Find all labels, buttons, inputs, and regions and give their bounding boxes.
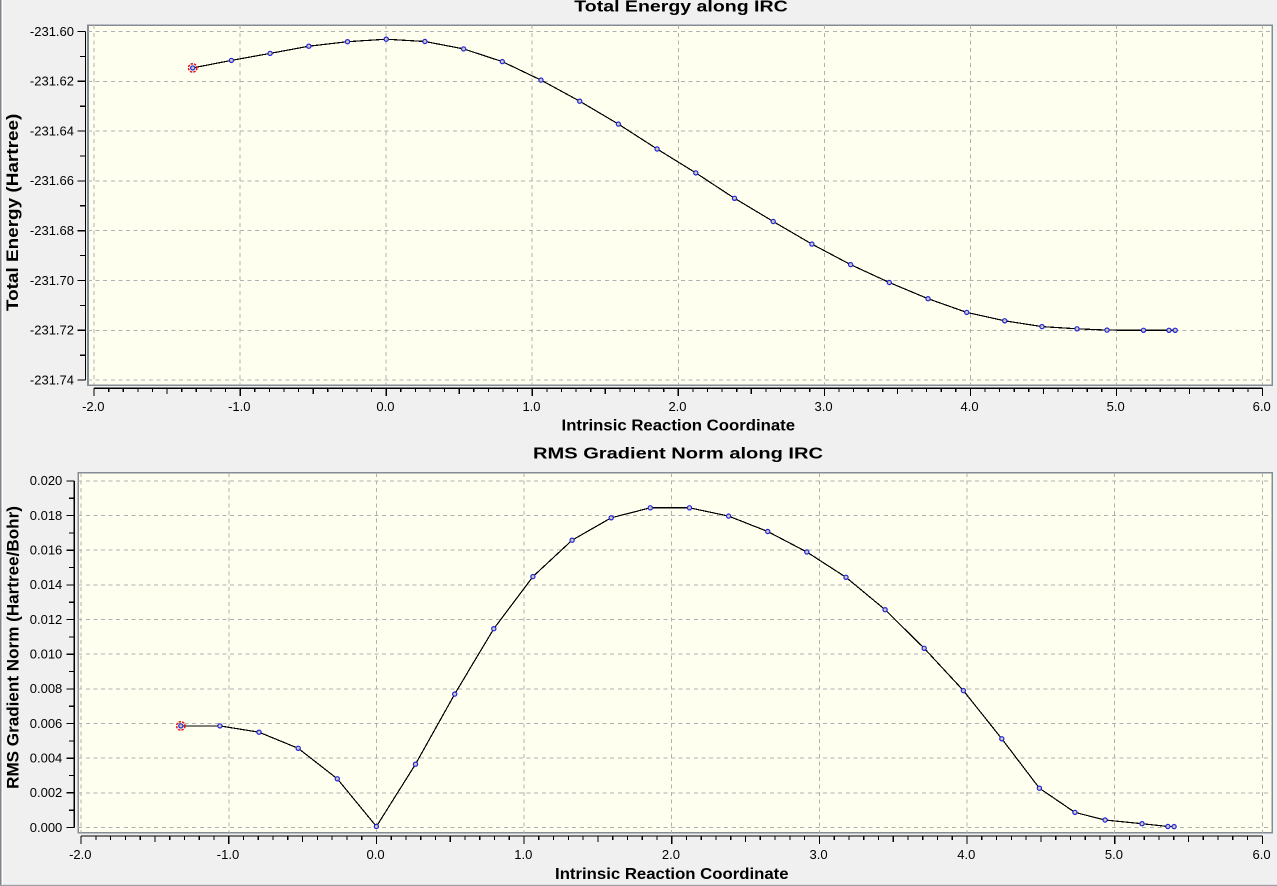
svg-text:2.0: 2.0: [662, 847, 680, 862]
svg-text:2.0: 2.0: [668, 399, 686, 414]
svg-text:-231.66: -231.66: [30, 173, 74, 188]
svg-text:1.0: 1.0: [514, 847, 532, 862]
svg-text:-231.62: -231.62: [30, 74, 74, 89]
svg-text:Intrinsic Reaction Coordinate: Intrinsic Reaction Coordinate: [562, 417, 796, 434]
svg-text:0.018: 0.018: [30, 508, 63, 523]
svg-text:0.0: 0.0: [376, 399, 394, 414]
svg-text:-231.72: -231.72: [30, 323, 74, 338]
svg-text:0.0: 0.0: [367, 847, 385, 862]
svg-text:4.0: 4.0: [957, 847, 975, 862]
svg-text:RMS Gradient Norm (Hartree/Boh: RMS Gradient Norm (Hartree/Bohr): [5, 506, 23, 789]
svg-text:-2.0: -2.0: [69, 847, 91, 862]
svg-text:5.0: 5.0: [1105, 847, 1123, 862]
svg-text:-231.64: -231.64: [30, 123, 74, 138]
svg-text:-231.68: -231.68: [30, 223, 74, 238]
svg-text:-231.70: -231.70: [30, 273, 74, 288]
svg-text:0.010: 0.010: [30, 647, 63, 662]
svg-text:0.014: 0.014: [30, 577, 63, 592]
svg-text:0.016: 0.016: [30, 543, 63, 558]
svg-text:0.012: 0.012: [30, 612, 63, 627]
svg-text:0.002: 0.002: [30, 785, 63, 800]
svg-text:Total Energy along IRC: Total Energy along IRC: [574, 0, 787, 15]
svg-text:0.000: 0.000: [30, 820, 63, 835]
svg-text:5.0: 5.0: [1107, 399, 1125, 414]
svg-text:0.004: 0.004: [30, 751, 63, 766]
svg-text:6.0: 6.0: [1253, 399, 1271, 414]
svg-text:6.0: 6.0: [1253, 847, 1271, 862]
svg-text:-231.74: -231.74: [30, 372, 74, 387]
svg-text:0.006: 0.006: [30, 716, 63, 731]
svg-text:3.0: 3.0: [815, 399, 833, 414]
svg-text:-2.0: -2.0: [82, 399, 104, 414]
svg-text:RMS Gradient Norm along IRC: RMS Gradient Norm along IRC: [533, 445, 823, 462]
svg-text:Total Energy (Hartree): Total Energy (Hartree): [4, 114, 22, 311]
svg-text:3.0: 3.0: [810, 847, 828, 862]
svg-text:0.020: 0.020: [30, 473, 63, 488]
svg-text:0.008: 0.008: [30, 681, 63, 696]
svg-text:-1.0: -1.0: [217, 847, 239, 862]
svg-text:Intrinsic Reaction Coordinate: Intrinsic Reaction Coordinate: [555, 866, 789, 883]
svg-text:4.0: 4.0: [961, 399, 979, 414]
svg-text:-1.0: -1.0: [228, 399, 250, 414]
svg-text:1.0: 1.0: [522, 399, 540, 414]
svg-text:-231.60: -231.60: [30, 24, 74, 39]
